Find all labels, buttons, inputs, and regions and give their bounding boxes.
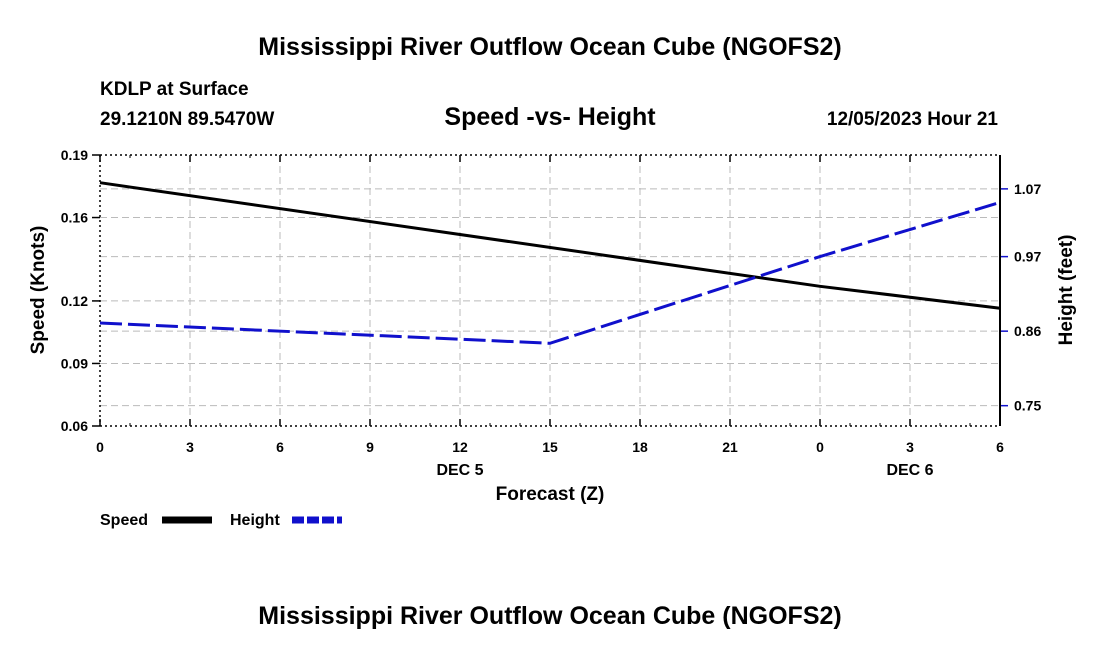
y2-tick-label: 0.97 xyxy=(1014,249,1041,265)
y2-axis-label: Height (feet) xyxy=(1056,235,1077,346)
coords-label: 29.1210N 89.5470W xyxy=(100,109,274,130)
page-title: Mississippi River Outflow Ocean Cube (NG… xyxy=(258,33,841,61)
x-tick-label: 0 xyxy=(816,439,824,455)
y-tick-label: 0.12 xyxy=(61,293,88,309)
y2-tick-label: 1.07 xyxy=(1014,181,1041,197)
station-label: KDLP at Surface xyxy=(100,79,249,100)
y-tick-label: 0.19 xyxy=(61,147,88,163)
y-tick-label: 0.09 xyxy=(61,355,88,371)
y-tick-label: 0.06 xyxy=(61,418,88,434)
x-tick-label: 9 xyxy=(366,439,374,455)
x-tick-label: 15 xyxy=(542,439,558,455)
x-tick-label: 6 xyxy=(276,439,284,455)
x-tick-label: 3 xyxy=(186,439,194,455)
footer-title: Mississippi River Outflow Ocean Cube (NG… xyxy=(258,602,841,630)
date-label: DEC 5 xyxy=(436,462,483,479)
y2-tick-label: 0.86 xyxy=(1014,323,1041,339)
x-tick-label: 18 xyxy=(632,439,648,455)
series-line-height xyxy=(99,200,1001,345)
y-tick-label: 0.16 xyxy=(61,210,88,226)
datetime-label: 12/05/2023 Hour 21 xyxy=(827,109,999,130)
legend-speed-label: Speed xyxy=(100,512,148,529)
chart-subtitle: Speed -vs- Height xyxy=(444,103,656,131)
x-tick-label: 0 xyxy=(96,439,104,455)
series-line-speed xyxy=(99,181,1001,310)
x-axis-label: Forecast (Z) xyxy=(496,484,605,505)
x-tick-label: 12 xyxy=(452,439,468,455)
legend: Speed Height xyxy=(100,512,342,529)
date-label: DEC 6 xyxy=(886,462,933,479)
x-tick-label: 3 xyxy=(906,439,914,455)
plot-area: 0 3 6 9 12 15 18 21 0 3 6 0.06 0.09 0.12 0.16 0.19 0.75 0… xyxy=(61,147,1042,479)
legend-height-label: Height xyxy=(230,512,280,529)
x-tick-label: 6 xyxy=(996,439,1004,455)
y2-tick-label: 0.75 xyxy=(1014,398,1041,414)
x-tick-label: 21 xyxy=(722,439,738,455)
y-axis-label: Speed (Knots) xyxy=(28,226,49,355)
